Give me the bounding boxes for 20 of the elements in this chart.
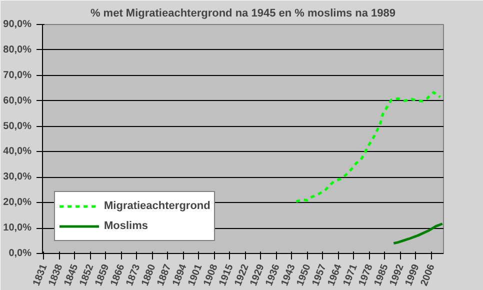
- x-tick-label: 2006: [419, 262, 438, 288]
- y-tick-label: 60,0%: [3, 95, 32, 106]
- y-tick-label: 0,0%: [8, 248, 32, 259]
- y-tick-label: 70,0%: [3, 70, 32, 81]
- y-tick-label: 10,0%: [3, 222, 32, 234]
- x-tick-label: 1978: [357, 262, 376, 288]
- line-series: [294, 91, 442, 203]
- y-tick-label: 40,0%: [3, 146, 32, 158]
- x-tick-label: 1964: [326, 262, 344, 288]
- y-tick-label: 30,0%: [3, 172, 32, 183]
- y-tick-label: 50,0%: [3, 120, 32, 132]
- legend-label: Moslims: [104, 220, 148, 232]
- chart-title: % met Migratieachtergrond na 1945 en % moslims na 1989: [90, 8, 396, 20]
- line-series: [392, 222, 444, 245]
- x-tick-label: 1957: [310, 262, 329, 288]
- y-tick-label: 90,0%: [3, 19, 32, 30]
- legend-label: Migratieachtergrond: [104, 200, 210, 212]
- x-tick-label: 1971: [342, 262, 360, 288]
- y-tick-label: 20,0%: [3, 197, 32, 208]
- y-tick-label: 80,0%: [3, 44, 32, 56]
